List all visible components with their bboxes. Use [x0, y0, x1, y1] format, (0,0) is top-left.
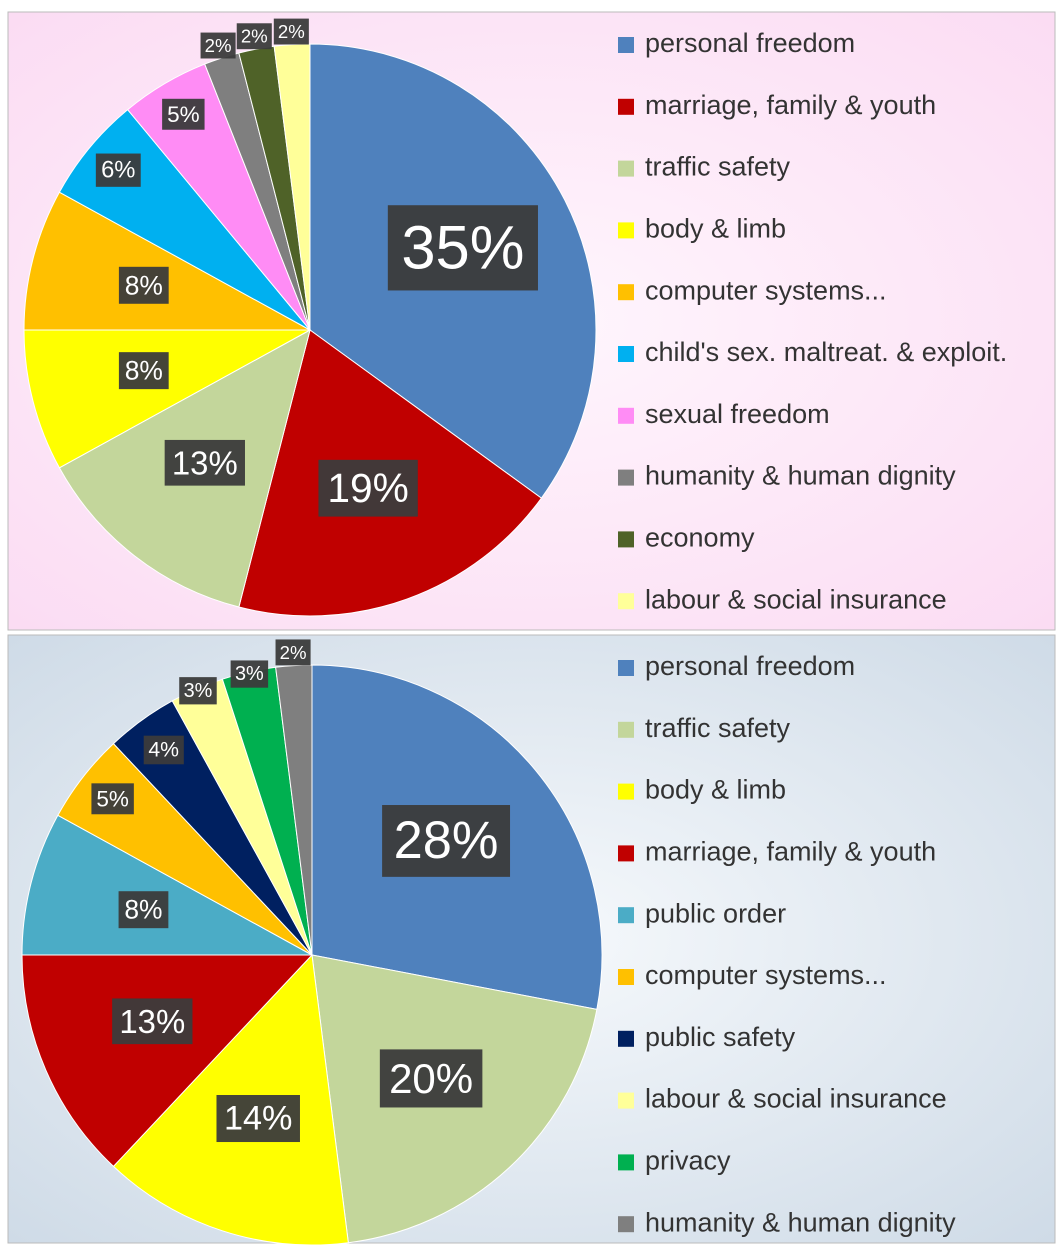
pie-slice	[23, 191, 311, 331]
data-label-box	[179, 677, 217, 705]
legend-swatch	[618, 469, 634, 486]
data-label-box	[112, 998, 193, 1045]
data-label: 2%	[241, 26, 268, 47]
legend-label: labour & social insurance	[645, 584, 947, 614]
legend-label: body & limb	[645, 775, 786, 805]
pie-slice	[21, 954, 314, 1168]
data-label-box	[95, 153, 141, 187]
legend-swatch	[618, 531, 634, 548]
legend-label: personal freedom	[645, 651, 855, 681]
data-label: 20%	[389, 1055, 473, 1102]
data-label: 3%	[184, 680, 213, 702]
legend-swatch	[618, 1092, 634, 1109]
data-label-box	[118, 891, 169, 929]
legend-label: humanity & human dignity	[645, 1207, 956, 1237]
data-label: 13%	[172, 444, 238, 481]
data-label-box	[216, 1095, 300, 1143]
legend-label: privacy	[645, 1146, 731, 1176]
data-label: 13%	[119, 1003, 185, 1040]
legend-swatch	[618, 1216, 634, 1233]
data-label: 2%	[278, 21, 305, 42]
data-label: 14%	[224, 1100, 292, 1138]
data-label: 8%	[124, 895, 162, 925]
legend-label: humanity & human dignity	[645, 461, 956, 491]
legend-swatch	[618, 346, 634, 362]
data-label-box	[275, 639, 311, 666]
pie-slice	[23, 329, 311, 469]
data-label: 8%	[125, 356, 163, 386]
data-label: 3%	[235, 663, 264, 685]
legend-swatch	[618, 407, 634, 424]
legend-label: computer systems...	[645, 960, 887, 990]
data-label: 28%	[394, 812, 499, 870]
data-label-box	[387, 205, 538, 291]
data-label-box	[379, 1049, 483, 1108]
legend-swatch	[618, 907, 634, 924]
legend-label: personal freedom	[645, 28, 855, 58]
legend-swatch	[618, 284, 634, 301]
data-label-box	[118, 266, 169, 304]
data-label: 8%	[125, 270, 163, 300]
legend-label: sexual freedom	[645, 399, 830, 429]
legend-label: computer systems...	[645, 275, 887, 305]
pie-slice	[21, 814, 313, 956]
data-label-box	[236, 23, 272, 50]
data-label-box	[118, 352, 169, 390]
legend-swatch	[618, 721, 634, 738]
legend-label: public safety	[645, 1022, 796, 1052]
pie-slice	[275, 664, 313, 956]
pie-slice	[273, 43, 311, 331]
legend-label: traffic safety	[645, 713, 791, 743]
legend-label: body & limb	[645, 214, 786, 244]
data-label: 4%	[148, 738, 179, 761]
legend-label: labour & social insurance	[645, 1084, 947, 1114]
data-label: 19%	[327, 465, 408, 511]
data-label: 5%	[167, 102, 200, 127]
data-label-box	[162, 98, 205, 130]
data-label-box	[143, 735, 184, 765]
data-label-box	[318, 459, 418, 517]
legend-swatch	[618, 1030, 634, 1047]
legend-swatch	[618, 37, 634, 53]
legend-swatch	[618, 222, 634, 239]
data-label: 35%	[401, 213, 524, 282]
data-label-box	[230, 660, 269, 688]
data-label: 2%	[280, 642, 307, 663]
legend-swatch	[618, 160, 634, 177]
data-label-box	[382, 805, 511, 877]
legend-swatch	[618, 845, 634, 862]
legend-swatch	[618, 98, 634, 115]
legend-swatch	[618, 1154, 634, 1171]
legend-label: traffic safety	[645, 152, 791, 182]
legend-label: child's sex. maltreat. & exploit.	[645, 337, 1007, 367]
data-label: 5%	[96, 786, 129, 811]
data-label-box	[273, 18, 309, 45]
legend-swatch	[618, 660, 634, 676]
legend-label: marriage, family & youth	[645, 90, 936, 120]
data-label-box	[91, 783, 134, 815]
data-label: 6%	[101, 157, 135, 184]
data-label: 2%	[205, 35, 232, 56]
data-label-box	[164, 439, 245, 486]
legend-swatch	[618, 783, 634, 800]
data-label-box	[200, 32, 236, 59]
legend-swatch	[618, 969, 634, 985]
legend-label: public order	[645, 898, 786, 928]
legend-label: marriage, family & youth	[645, 837, 936, 867]
legend-swatch	[618, 593, 634, 610]
legend-label: economy	[645, 523, 755, 553]
